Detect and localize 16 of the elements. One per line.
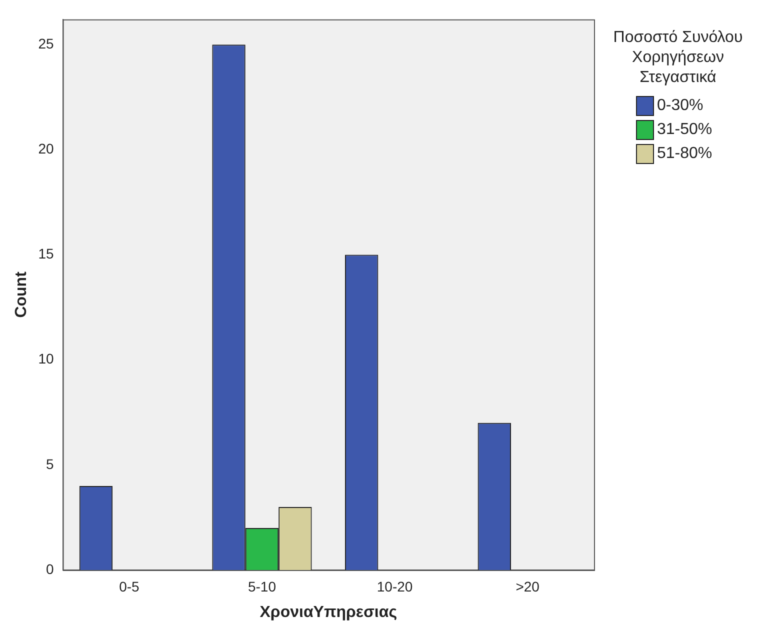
x-axis-title: ΧρονιαΥπηρεσιας [260,604,398,621]
legend-label: 0-30% [657,97,704,115]
y-axis-title: Count [13,270,30,318]
y-tick-label: 25 [38,35,54,52]
y-tick-label: 5 [46,456,54,472]
legend-label: 31-50% [657,121,712,139]
legend-label: 51-80% [657,145,712,163]
x-tick-label: 10-20 [376,578,413,594]
y-tick-label: 15 [38,246,54,262]
y-tick-label: 20 [38,140,54,157]
legend-title: Ποσοστό Συνόλου Χορηγήσεων Στεγαστικά [612,28,744,88]
x-tick-label: 5-10 [248,578,276,594]
y-tick-label: 0 [46,560,54,577]
x-tick-label: >20 [516,578,540,594]
x-tick-label: 0-5 [119,578,140,594]
y-tick-label: 10 [38,350,54,367]
